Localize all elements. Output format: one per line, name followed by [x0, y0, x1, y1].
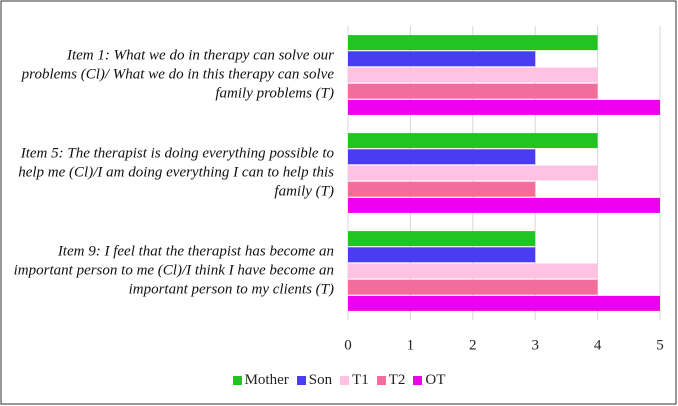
bar: [348, 99, 660, 115]
category-label: Item 1: What we do in therapy can solve …: [21, 47, 334, 102]
legend-item: Son: [296, 372, 333, 389]
category-label: Item 5: The therapist is doing everythin…: [18, 145, 334, 200]
legend-label: Son: [308, 372, 333, 388]
legend-item: OT: [413, 372, 445, 389]
bar: [348, 295, 660, 311]
bar: [348, 197, 660, 213]
legend-label: T1: [352, 372, 369, 388]
legend-swatch: [340, 376, 350, 385]
legend-label: T2: [388, 372, 406, 388]
x-tick-label: 5: [656, 337, 664, 353]
x-tick-label: 2: [469, 337, 477, 353]
x-tick-label: 4: [594, 337, 602, 353]
bar: [348, 263, 598, 279]
x-tick-label: 0: [344, 337, 352, 353]
legend-swatch: [376, 376, 386, 385]
legend-item: Mother: [232, 372, 289, 389]
bar: [348, 181, 536, 197]
legend-label: OT: [425, 372, 446, 388]
legend-item: T1: [340, 372, 369, 389]
bar: [348, 133, 598, 149]
bar: [348, 165, 598, 181]
bar: [348, 231, 536, 247]
legend-swatch: [413, 376, 423, 385]
bar: [348, 35, 598, 51]
bar: [348, 67, 598, 83]
legend-swatch: [232, 376, 242, 385]
bar: [348, 149, 536, 165]
legend-swatch: [296, 376, 306, 385]
legend-label: Mother: [244, 372, 289, 388]
legend: Mother Son T1 T2 OT: [0, 372, 678, 389]
bar: [348, 51, 536, 67]
bar: [348, 247, 536, 263]
x-tick-label: 1: [407, 337, 415, 353]
x-tick-label: 3: [531, 337, 539, 353]
category-label: Item 9: I feel that the therapist has be…: [13, 243, 334, 298]
bar: [348, 83, 598, 99]
bar: [348, 279, 598, 295]
legend-item: T2: [376, 372, 406, 389]
